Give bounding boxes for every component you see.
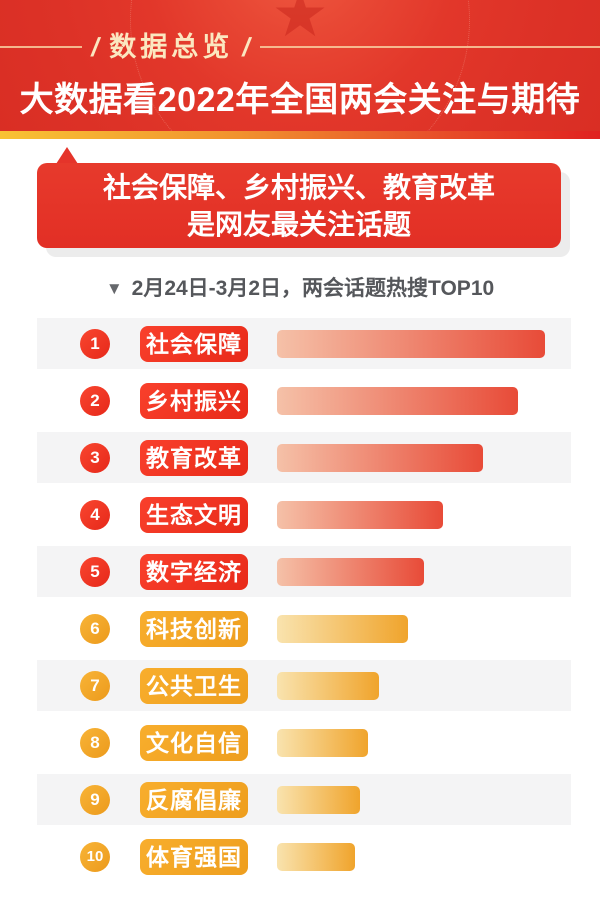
heat-bar (277, 614, 408, 643)
rank-badge: 6 (80, 613, 110, 644)
topic-label: 文化自信 (140, 724, 248, 761)
heat-bar (277, 557, 424, 586)
rank-badge: 9 (80, 784, 110, 815)
rank-badge: 4 (80, 499, 110, 530)
topic-label: 社会保障 (140, 325, 248, 362)
ranking-row: 10 体育强国 (0, 828, 600, 885)
heat-bar (277, 842, 355, 871)
topic-label: 公共卫生 (140, 667, 248, 704)
slash-decoration: / (88, 32, 103, 62)
topic-label: 教育改革 (140, 439, 248, 476)
page-title: 大数据看2022年全国两会关注与期待 (19, 81, 581, 119)
topic-label: 科技创新 (140, 610, 248, 647)
rank-badge: 8 (80, 727, 110, 758)
ranking-row: 1 社会保障 (0, 315, 600, 372)
section-label: 数据总览 (109, 31, 234, 62)
topic-label: 生态文明 (140, 496, 248, 533)
slash-decoration: / (240, 32, 254, 62)
heat-bar (277, 443, 483, 472)
ranking-row: 5 数字经济 (0, 543, 600, 600)
rank-badge: 10 (80, 841, 110, 872)
topic-label: 数字经济 (140, 553, 248, 590)
ranking-row: 3 教育改革 (0, 429, 600, 486)
heat-bar (277, 671, 379, 700)
rank-badge: 2 (80, 385, 110, 416)
star-emblem-icon: ★ (271, 0, 329, 50)
topic-label: 体育强国 (140, 838, 248, 875)
heat-bar (277, 386, 518, 415)
ranking-row: 6 科技创新 (0, 600, 600, 657)
heat-bar (277, 728, 368, 757)
heat-bar (277, 785, 360, 814)
heat-bar (277, 500, 443, 529)
ranking-row: 8 文化自信 (0, 714, 600, 771)
header-banner: ★ / 数据总览 / 大数据看2022年全国两会关注与期待 (0, 0, 600, 139)
topic-label: 反腐倡廉 (140, 781, 248, 818)
rank-badge: 3 (80, 442, 110, 473)
down-triangle-icon: ▼ (105, 279, 123, 298)
gradient-strip (0, 131, 600, 139)
callout-pointer-triangle (56, 147, 78, 164)
section-label-row: / 数据总览 / (0, 32, 600, 62)
rank-badge: 5 (80, 556, 110, 587)
divider-line-left (0, 46, 82, 48)
ranking-row: 7 公共卫生 (0, 657, 600, 714)
ranking-row: 4 生态文明 (0, 486, 600, 543)
rank-badge: 1 (80, 328, 110, 359)
ranking-row: 2 乡村振兴 (0, 372, 600, 429)
caption-text: 2月24日-3月2日，两会话题热搜TOP10 (131, 277, 495, 300)
rank-badge: 7 (80, 670, 110, 701)
divider-line-right (260, 46, 600, 48)
subtitle-line-1: 社会保障、乡村振兴、教育改革 (102, 171, 495, 203)
heat-bar (277, 329, 545, 358)
subtitle-line-2: 是网友最关注话题 (186, 208, 411, 240)
chart-caption: ▼ 2月24日-3月2日，两会话题热搜TOP10 (0, 272, 600, 302)
top10-ranking-list: 1 社会保障 2 乡村振兴 3 教育改革 4 生态文明 (0, 315, 600, 885)
ranking-row: 9 反腐倡廉 (0, 771, 600, 828)
subtitle-callout: 社会保障、乡村振兴、教育改革 是网友最关注话题 (37, 163, 561, 248)
topic-label: 乡村振兴 (140, 382, 248, 419)
